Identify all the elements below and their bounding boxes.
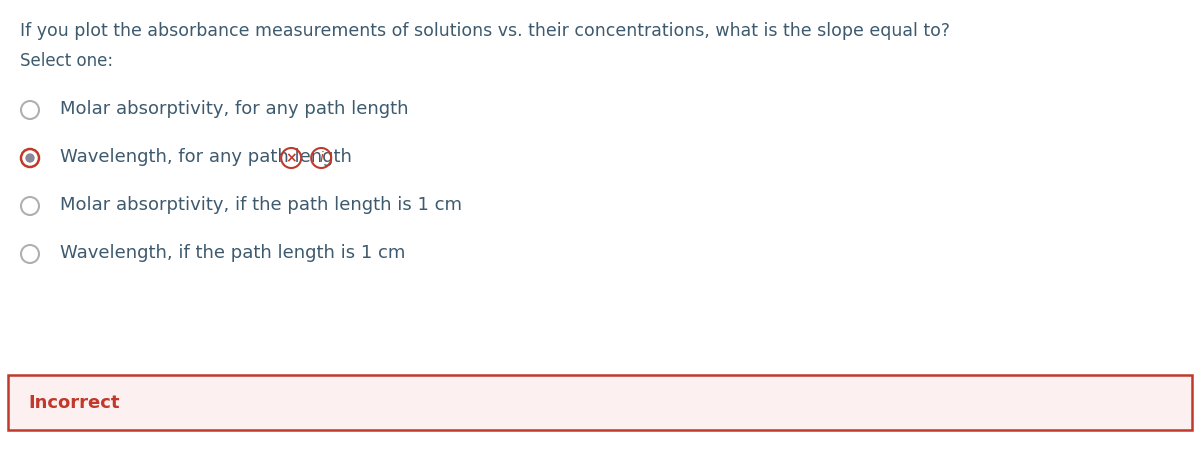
FancyBboxPatch shape: [8, 375, 1192, 430]
Text: i: i: [319, 151, 323, 165]
Text: ×: ×: [286, 151, 298, 165]
Text: Select one:: Select one:: [20, 52, 113, 70]
Text: Wavelength, if the path length is 1 cm: Wavelength, if the path length is 1 cm: [60, 244, 406, 262]
Text: Wavelength, for any path length: Wavelength, for any path length: [60, 148, 352, 166]
Text: Incorrect: Incorrect: [28, 393, 120, 411]
Text: Molar absorptivity, for any path length: Molar absorptivity, for any path length: [60, 100, 408, 118]
Text: If you plot the absorbance measurements of solutions vs. their concentrations, w: If you plot the absorbance measurements …: [20, 22, 950, 40]
Circle shape: [25, 153, 35, 163]
Text: Molar absorptivity, if the path length is 1 cm: Molar absorptivity, if the path length i…: [60, 196, 462, 214]
